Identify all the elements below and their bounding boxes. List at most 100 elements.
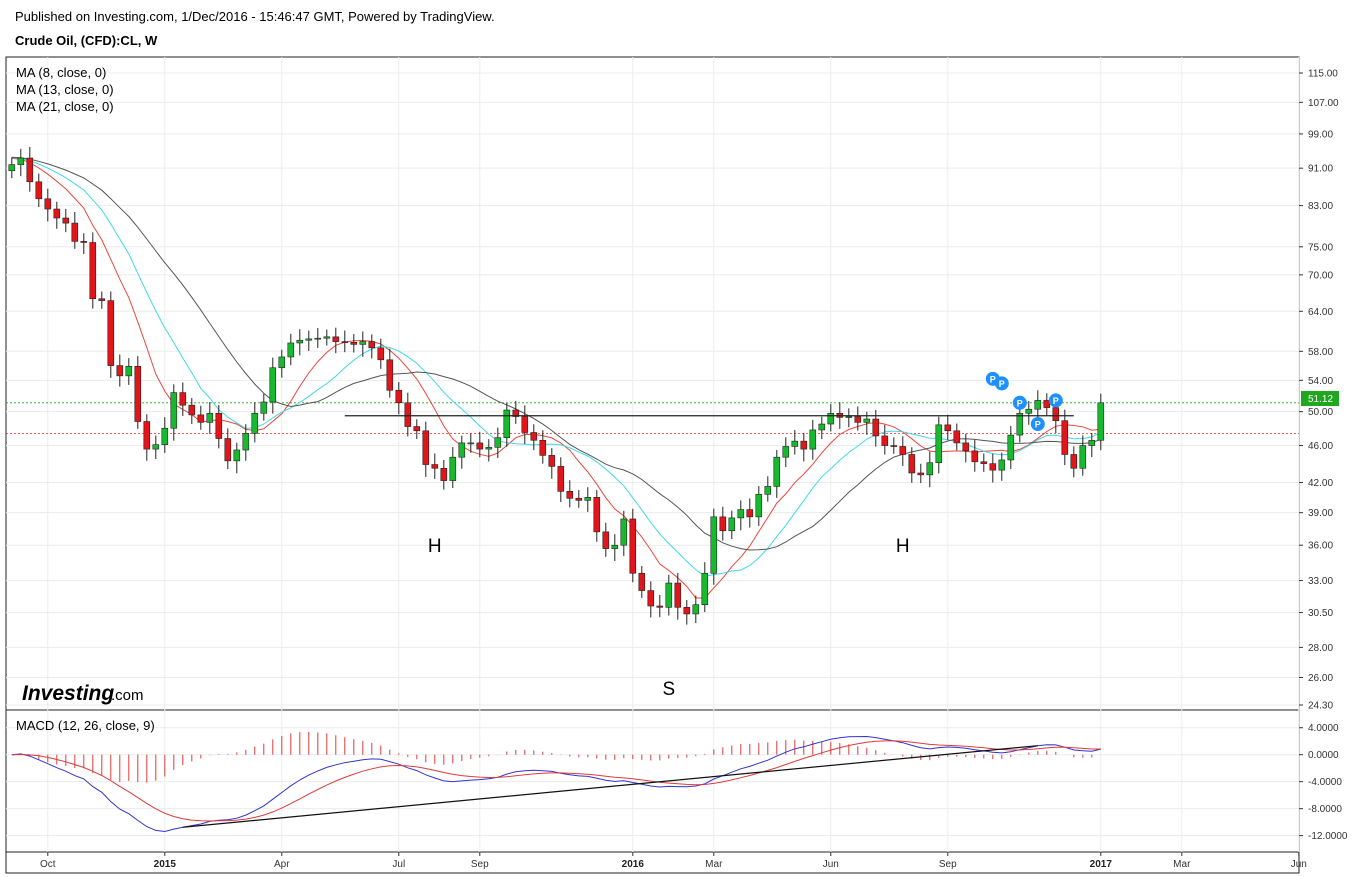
ytick-label: 91.00 bbox=[1308, 164, 1333, 175]
candle-body bbox=[62, 217, 70, 224]
candle-body bbox=[53, 208, 61, 219]
ytick-label: 58.00 bbox=[1308, 347, 1333, 358]
candle-body bbox=[1025, 408, 1033, 414]
candle-body bbox=[1052, 407, 1060, 421]
candle-body bbox=[854, 416, 862, 423]
candle-body bbox=[368, 341, 376, 349]
candle-body bbox=[971, 450, 979, 463]
candle-body bbox=[746, 509, 754, 518]
candle-body bbox=[440, 467, 448, 481]
macd-ytick-label: -4.0000 bbox=[1308, 777, 1342, 788]
candle-body bbox=[647, 590, 655, 607]
candle-body bbox=[899, 446, 907, 455]
candle-body bbox=[386, 359, 394, 391]
last-price-tag: 51.12 bbox=[1308, 394, 1333, 405]
last-price-tag-bg bbox=[1301, 391, 1339, 406]
ytick-label: 64.00 bbox=[1308, 307, 1333, 318]
candle-body bbox=[773, 456, 781, 487]
candle-body bbox=[611, 544, 619, 549]
pivot-label: P bbox=[1017, 398, 1023, 408]
candle-body bbox=[296, 339, 304, 344]
xtick-label: Mar bbox=[1173, 859, 1191, 870]
resistance-lines bbox=[6, 402, 1299, 434]
candle-body bbox=[359, 341, 367, 345]
candle-body bbox=[845, 416, 853, 418]
candle-body bbox=[1097, 402, 1105, 441]
candle-body bbox=[125, 365, 133, 377]
candle-body bbox=[17, 157, 25, 165]
publish-info: Published on Investing.com, 1/Dec/2016 -… bbox=[15, 9, 495, 24]
candle-body bbox=[656, 605, 664, 608]
candle-body bbox=[998, 459, 1006, 471]
pivot-marker bbox=[1048, 393, 1063, 408]
candle-body bbox=[215, 412, 223, 439]
candle-body bbox=[719, 516, 727, 532]
ytick-label: 33.00 bbox=[1308, 576, 1333, 587]
candle-body bbox=[476, 442, 484, 450]
candle-body bbox=[26, 157, 34, 183]
xtick-label: Jul bbox=[392, 859, 405, 870]
candle-body bbox=[485, 447, 493, 450]
candle-body bbox=[251, 412, 259, 434]
macd-ytick-label: 4.0000 bbox=[1308, 723, 1339, 734]
candle-body bbox=[566, 491, 574, 499]
candle-body bbox=[863, 418, 871, 423]
ytick-label: 107.00 bbox=[1308, 98, 1339, 109]
ytick-label: 26.00 bbox=[1308, 673, 1333, 684]
candle-body bbox=[197, 414, 205, 423]
candle-body bbox=[395, 389, 403, 404]
candle-body bbox=[503, 409, 511, 438]
candlesticks bbox=[8, 146, 1105, 625]
macd-axis: 4.0000 0.0000 -4.0000 -8.0000 -12.0000 bbox=[1299, 723, 1348, 842]
pattern-label: H bbox=[428, 536, 442, 557]
candle-body bbox=[548, 455, 556, 467]
logo-brand: Investing bbox=[22, 682, 114, 705]
candle-body bbox=[755, 494, 763, 518]
candle-body bbox=[305, 338, 313, 341]
candle-body bbox=[341, 341, 349, 343]
xtick-label: Jun bbox=[823, 859, 839, 870]
symbol-title: Crude Oil, (CFD):CL, W bbox=[15, 33, 158, 48]
xtick-label: Oct bbox=[40, 859, 56, 870]
candle-body bbox=[323, 336, 331, 339]
candle-body bbox=[152, 444, 160, 450]
candle-body bbox=[1034, 400, 1042, 410]
candle-body bbox=[674, 582, 682, 608]
macd-ytick-label: -12.0000 bbox=[1308, 831, 1348, 842]
xtick-label: Apr bbox=[274, 859, 290, 870]
candle-body bbox=[233, 449, 241, 462]
legend-ma13: MA (13, close, 0) bbox=[16, 82, 114, 97]
macd-pane bbox=[11, 731, 1102, 833]
pivot-label: P bbox=[1035, 420, 1041, 430]
candle-body bbox=[107, 300, 115, 366]
candle-body bbox=[692, 604, 700, 615]
investing-logo: Investing .com bbox=[22, 682, 144, 705]
grid bbox=[6, 57, 1300, 852]
xtick-label: Jun bbox=[1291, 859, 1307, 870]
pivot-marker bbox=[1030, 417, 1045, 432]
candle-body bbox=[512, 409, 520, 417]
candle-body bbox=[629, 518, 637, 574]
candle-body bbox=[665, 582, 673, 608]
candle-body bbox=[332, 336, 340, 342]
candle-body bbox=[422, 430, 430, 465]
candle-body bbox=[791, 440, 799, 447]
ytick-label: 30.50 bbox=[1308, 608, 1333, 619]
candle-body bbox=[143, 421, 151, 450]
ytick-label: 50.00 bbox=[1308, 407, 1333, 418]
pattern-annotations: H S H bbox=[428, 536, 910, 700]
candle-body bbox=[521, 416, 529, 433]
candle-body bbox=[242, 433, 250, 451]
candle-body bbox=[1088, 439, 1096, 446]
ytick-label: 70.00 bbox=[1308, 270, 1333, 281]
candle-body bbox=[89, 242, 97, 300]
candle-body bbox=[80, 241, 88, 243]
ytick-label: 54.00 bbox=[1308, 376, 1333, 387]
ytick-label: 36.00 bbox=[1308, 541, 1333, 552]
xtick-label: 2016 bbox=[622, 859, 645, 870]
pivot-label: P bbox=[1053, 396, 1059, 406]
candle-body bbox=[458, 442, 466, 458]
xtick-label: 2015 bbox=[154, 859, 177, 870]
